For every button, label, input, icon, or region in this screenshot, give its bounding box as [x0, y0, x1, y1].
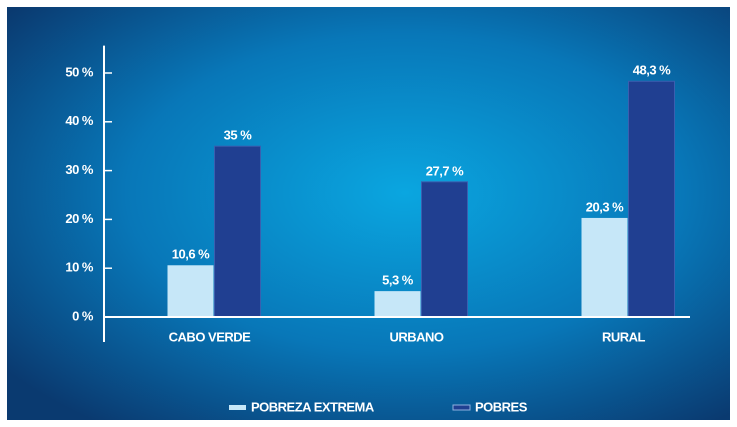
- legend-swatch: [229, 405, 246, 410]
- y-tick-label: 50 %: [65, 64, 94, 79]
- legend-label: POBREZA EXTREMA: [251, 399, 375, 414]
- bar: [628, 80, 675, 318]
- value-label: 27,7 %: [426, 163, 464, 178]
- x-tick-label: CABO VERDE: [169, 329, 252, 344]
- value-label: 35 %: [224, 128, 253, 143]
- bar: [421, 181, 468, 318]
- legend-label: POBRES: [475, 399, 528, 414]
- bar: [374, 291, 421, 317]
- bar: [167, 265, 214, 317]
- y-tick-label: 40 %: [65, 113, 94, 128]
- value-label: 5,3 %: [382, 273, 414, 288]
- value-label: 48,3 %: [633, 63, 671, 78]
- x-tick-label: URBANO: [389, 329, 443, 344]
- y-tick-label: 30 %: [65, 162, 94, 177]
- y-tick-label: 0 %: [72, 308, 94, 323]
- value-label: 10,6 %: [172, 247, 210, 262]
- panel: [7, 7, 730, 420]
- y-tick-label: 20 %: [65, 211, 94, 226]
- legend-swatch: [452, 404, 471, 411]
- y-tick-label: 10 %: [65, 260, 94, 275]
- bar: [214, 145, 261, 318]
- bar: [581, 217, 628, 317]
- value-label: 20,3 %: [586, 199, 624, 214]
- x-tick-label: RURAL: [602, 329, 646, 344]
